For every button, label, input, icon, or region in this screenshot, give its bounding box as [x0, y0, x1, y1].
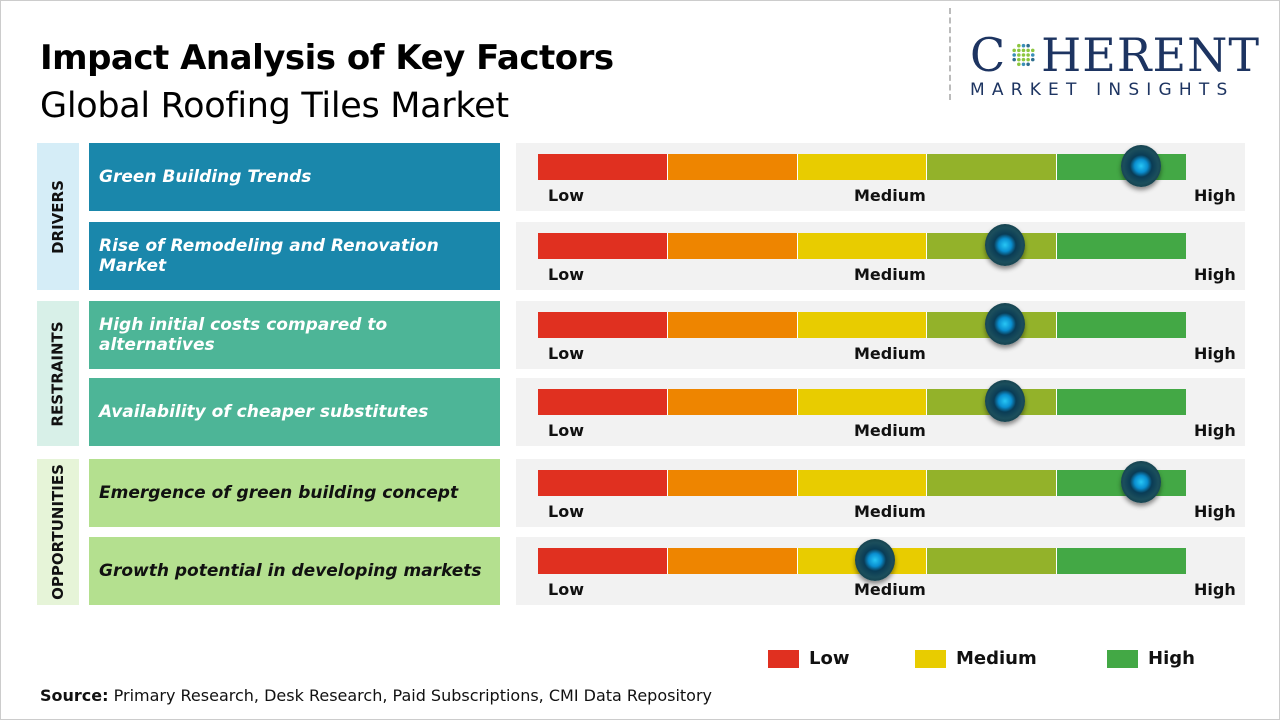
- factor-label: Emergence of green building concept: [89, 459, 500, 527]
- factor-label: Growth potential in developing markets: [89, 537, 500, 605]
- factor-label: Green Building Trends: [89, 143, 500, 211]
- scale-label-high: High: [1194, 580, 1236, 599]
- gauge-segment: [667, 233, 798, 259]
- category-label: DRIVERS: [49, 179, 68, 254]
- gauge-segment: [667, 548, 798, 574]
- scale-label-low: Low: [548, 421, 584, 440]
- gauge-bar: [538, 154, 1186, 180]
- gauge-segment: [538, 389, 668, 415]
- globe-dots-icon: [1012, 43, 1035, 67]
- logo-subtext: MARKET INSIGHTS: [970, 80, 1235, 100]
- factor-label: Availability of cheaper substitutes: [89, 378, 500, 446]
- scale-label-medium: Medium: [854, 421, 926, 440]
- category-label: OPPORTUNITIES: [49, 464, 67, 600]
- gauge-bar: [538, 233, 1186, 259]
- category-label: RESTRAINTS: [49, 320, 68, 427]
- scale-label-medium: Medium: [854, 580, 926, 599]
- logo-text-left: C: [970, 28, 1007, 82]
- scale-label-high: High: [1194, 186, 1236, 205]
- impact-indicator-knob: [1120, 461, 1161, 503]
- scale-label-high: High: [1194, 265, 1236, 284]
- impact-gauge: Low Medium High: [516, 537, 1245, 605]
- page-subtitle: Global Roofing Tiles Market: [40, 86, 509, 126]
- impact-gauge: Low Medium High: [516, 459, 1245, 527]
- scale-label-low: Low: [548, 502, 584, 521]
- legend-item-medium: Medium: [915, 648, 1037, 669]
- gauge-segment: [538, 154, 668, 180]
- gauge-segment: [538, 312, 668, 338]
- page-title: Impact Analysis of Key Factors: [40, 38, 614, 78]
- legend-label: High: [1148, 648, 1195, 669]
- gauge-segment: [538, 470, 668, 496]
- scale-label-low: Low: [548, 580, 584, 599]
- scale-label-low: Low: [548, 344, 584, 363]
- gauge-segment: [927, 470, 1058, 496]
- legend-label: Low: [809, 648, 850, 669]
- gauge-segment: [797, 233, 928, 259]
- gauge-segment: [667, 154, 798, 180]
- gauge-bar: [538, 389, 1186, 415]
- gauge-segment: [1057, 548, 1186, 574]
- gauge-segment: [667, 470, 798, 496]
- scale-label-medium: Medium: [854, 502, 926, 521]
- scale-label-high: High: [1194, 502, 1236, 521]
- category-restraints: RESTRAINTS: [37, 301, 79, 446]
- scale-label-medium: Medium: [854, 265, 926, 284]
- category-opportunities: OPPORTUNITIES: [37, 459, 79, 605]
- impact-indicator-knob: [984, 224, 1025, 266]
- scale-label-low: Low: [548, 186, 584, 205]
- factor-label: Rise of Remodeling and Renovation Market: [89, 222, 500, 290]
- impact-gauge: Low Medium High: [516, 378, 1245, 446]
- gauge-segment: [927, 154, 1058, 180]
- gauge-segment: [797, 312, 928, 338]
- gauge-segment: [1057, 312, 1186, 338]
- gauge-segment: [538, 233, 668, 259]
- logo: C HERENT MARKET INSIGHTS: [970, 30, 1260, 100]
- gauge-segment: [797, 389, 928, 415]
- legend-item-high: High: [1107, 648, 1195, 669]
- source-note: Source: Primary Research, Desk Research,…: [40, 686, 712, 705]
- logo-text-right: HERENT: [1041, 28, 1260, 82]
- legend-label: Medium: [956, 648, 1037, 669]
- legend-item-low: Low: [768, 648, 849, 669]
- scale-label-high: High: [1194, 344, 1236, 363]
- gauge-segment: [1057, 389, 1186, 415]
- gauge-segment: [667, 389, 798, 415]
- gauge-segment: [797, 470, 928, 496]
- gauge-bar: [538, 470, 1186, 496]
- legend-swatch-low: [768, 649, 799, 668]
- gauge-bar: [538, 312, 1186, 338]
- impact-gauge: Low Medium High: [516, 222, 1245, 290]
- factor-label: High initial costs compared to alternati…: [89, 301, 500, 369]
- legend-swatch-medium: [915, 649, 946, 668]
- impact-indicator-knob: [1120, 145, 1161, 187]
- gauge-segment: [927, 548, 1058, 574]
- scale-label-medium: Medium: [854, 186, 926, 205]
- gauge-segment: [667, 312, 798, 338]
- impact-indicator-knob: [984, 380, 1025, 422]
- scale-label-medium: Medium: [854, 344, 926, 363]
- scale-label-low: Low: [548, 265, 584, 284]
- source-text: Primary Research, Desk Research, Paid Su…: [108, 686, 712, 705]
- impact-indicator-knob: [854, 539, 895, 581]
- scale-label-high: High: [1194, 421, 1236, 440]
- impact-gauge: Low Medium High: [516, 143, 1245, 211]
- source-label: Source:: [40, 686, 109, 705]
- gauge-segment: [1057, 233, 1186, 259]
- category-drivers: DRIVERS: [37, 143, 79, 290]
- impact-indicator-knob: [984, 303, 1025, 345]
- gauge-segment: [797, 154, 928, 180]
- legend-swatch-high: [1107, 649, 1138, 668]
- impact-gauge: Low Medium High: [516, 301, 1245, 369]
- divider: [949, 8, 951, 100]
- gauge-segment: [538, 548, 668, 574]
